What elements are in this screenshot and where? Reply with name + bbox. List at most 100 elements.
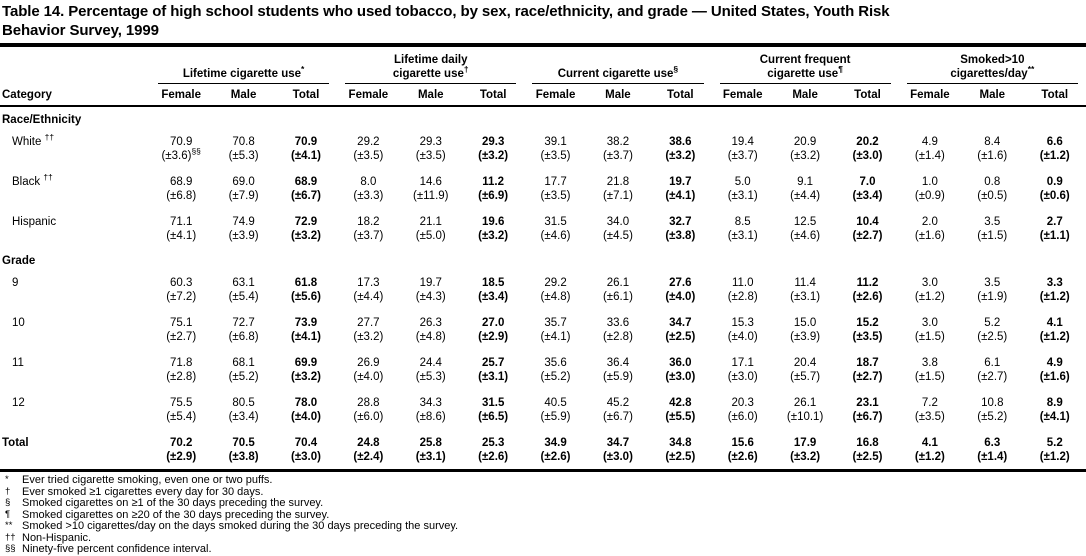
value-cell-10-6: 35.7 — [544, 317, 567, 329]
col-header-female-group2: Female — [337, 84, 400, 107]
value-cell-9-11: 11.2 — [856, 277, 879, 289]
value-cell-total-11: 16.8 — [856, 437, 879, 449]
ci-cell-hispanic-14: (±1.1) — [1039, 230, 1070, 242]
value-cell-11-2: 69.9 — [294, 357, 318, 369]
value-cell-white-9: 19.4 — [731, 136, 754, 148]
value-cell-11-0: 71.8 — [170, 357, 193, 369]
ci-cell-10-7: (±2.8) — [602, 331, 633, 343]
ci-cell-white-14: (±1.2) — [1039, 150, 1070, 162]
ci-cell-12-10: (±10.1) — [786, 411, 824, 423]
value-cell-12-9: 20.3 — [731, 397, 754, 409]
value-cell-black-13: 0.8 — [984, 176, 1001, 188]
ci-cell-white-10: (±3.2) — [790, 150, 821, 162]
ci-cell-10-11: (±3.5) — [852, 331, 883, 343]
row-label-9: 9 — [12, 277, 19, 289]
footnote-symbol-7: §§ — [5, 543, 16, 554]
value-cell-10-9: 15.3 — [731, 317, 754, 329]
ci-cell-white-2: (±4.1) — [290, 150, 321, 162]
ci-cell-black-14: (±0.6) — [1039, 190, 1070, 202]
ci-cell-12-4: (±8.6) — [415, 411, 446, 423]
ci-cell-10-0: (±2.7) — [166, 331, 197, 343]
ci-cell-10-10: (±3.9) — [790, 331, 821, 343]
value-cell-12-13: 10.8 — [981, 397, 1004, 409]
col-header-total-group4: Total — [836, 84, 899, 107]
ci-cell-total-3: (±2.4) — [353, 451, 384, 463]
ci-cell-9-11: (±2.6) — [852, 291, 883, 303]
value-cell-10-12: 3.0 — [921, 317, 938, 329]
ci-cell-total-0: (±2.9) — [166, 451, 197, 463]
section-header-race-ethnicity: Race/Ethnicity — [2, 114, 82, 126]
value-cell-total-7: 34.7 — [606, 437, 630, 449]
ci-cell-9-6: (±4.8) — [540, 291, 571, 303]
ci-cell-total-8: (±2.5) — [665, 451, 696, 463]
ci-cell-black-2: (±6.7) — [290, 190, 321, 202]
value-cell-total-0: 70.2 — [170, 437, 193, 449]
value-cell-10-3: 27.7 — [357, 317, 380, 329]
ci-cell-hispanic-3: (±3.7) — [353, 230, 384, 242]
ci-cell-10-8: (±2.5) — [665, 331, 696, 343]
ci-cell-10-4: (±4.8) — [415, 331, 446, 343]
table-title: Table 14. Percentage of high school stud… — [0, 0, 1086, 40]
value-cell-black-14: 0.9 — [1046, 176, 1063, 188]
value-cell-total-6: 34.9 — [544, 437, 567, 449]
ci-cell-12-5: (±6.5) — [478, 411, 509, 423]
value-cell-white-14: 6.6 — [1046, 136, 1063, 148]
ci-cell-11-9: (±3.0) — [727, 371, 758, 383]
value-cell-11-1: 68.1 — [232, 357, 255, 369]
column-group-label: Smoked>10 cigarettes/day** — [906, 53, 1078, 84]
ci-cell-hispanic-10: (±4.6) — [790, 230, 821, 242]
ci-cell-total-6: (±2.6) — [540, 451, 571, 463]
value-cell-black-7: 21.8 — [606, 176, 630, 188]
col-header-total-group3: Total — [649, 84, 712, 107]
value-cell-12-10: 26.1 — [793, 397, 817, 409]
value-cell-white-8: 38.6 — [669, 136, 692, 148]
ci-cell-black-12: (±0.9) — [914, 190, 945, 202]
value-cell-total-3: 24.8 — [357, 437, 380, 449]
ci-cell-10-9: (±4.0) — [727, 331, 758, 343]
value-cell-12-6: 40.5 — [544, 397, 567, 409]
ci-cell-9-8: (±4.0) — [665, 291, 696, 303]
value-cell-12-14: 8.9 — [1046, 397, 1063, 409]
ci-cell-white-7: (±3.7) — [602, 150, 633, 162]
ci-cell-black-4: (±11.9) — [413, 190, 449, 202]
value-cell-black-11: 7.0 — [859, 176, 876, 188]
ci-cell-10-2: (±4.1) — [290, 331, 321, 343]
value-cell-total-13: 6.3 — [984, 437, 1001, 449]
ci-cell-12-1: (±3.4) — [228, 411, 259, 423]
value-cell-hispanic-9: 8.5 — [734, 216, 751, 228]
ci-cell-11-11: (±2.7) — [852, 371, 883, 383]
col-header-female-group4: Female — [711, 84, 774, 107]
ci-cell-white-8: (±3.2) — [665, 150, 696, 162]
value-cell-black-12: 1.0 — [921, 176, 938, 188]
footnote-symbol-3: § — [5, 497, 11, 508]
value-cell-10-4: 26.3 — [419, 317, 442, 329]
row-label-white: White †† — [12, 132, 55, 148]
column-group-5: Smoked>10 cigarettes/day** — [899, 47, 1086, 84]
value-cell-white-10: 20.9 — [793, 136, 817, 148]
value-cell-black-3: 8.0 — [360, 176, 377, 188]
ci-cell-11-8: (±3.0) — [665, 371, 696, 383]
value-cell-9-10: 11.4 — [794, 277, 816, 289]
ci-cell-black-10: (±4.4) — [790, 190, 821, 202]
value-cell-9-5: 18.5 — [481, 277, 505, 289]
value-cell-total-5: 25.3 — [481, 437, 505, 449]
ci-cell-total-9: (±2.6) — [727, 451, 758, 463]
ci-cell-total-12: (±1.2) — [914, 451, 945, 463]
value-cell-10-11: 15.2 — [856, 317, 879, 329]
ci-cell-12-0: (±5.4) — [166, 411, 197, 423]
value-cell-11-5: 25.7 — [481, 357, 505, 369]
ci-cell-black-11: (±3.4) — [852, 190, 883, 202]
table-title-line: Behavior Survey, 1999 — [2, 22, 159, 39]
ci-cell-hispanic-5: (±3.2) — [478, 230, 509, 242]
footnote-text-5: Smoked >10 cigarettes/day on the days sm… — [22, 520, 459, 532]
ci-cell-9-2: (±5.6) — [290, 291, 321, 303]
ci-cell-black-8: (±4.1) — [665, 190, 696, 202]
value-cell-9-12: 3.0 — [921, 277, 938, 289]
value-cell-9-2: 61.8 — [294, 277, 318, 289]
col-header-male-group2: Male — [399, 84, 462, 107]
ci-cell-black-9: (±3.1) — [727, 190, 758, 202]
ci-cell-9-3: (±4.4) — [353, 291, 384, 303]
ci-cell-white-12: (±1.4) — [914, 150, 945, 162]
value-cell-9-1: 63.1 — [232, 277, 255, 289]
value-cell-hispanic-0: 71.1 — [170, 216, 193, 228]
